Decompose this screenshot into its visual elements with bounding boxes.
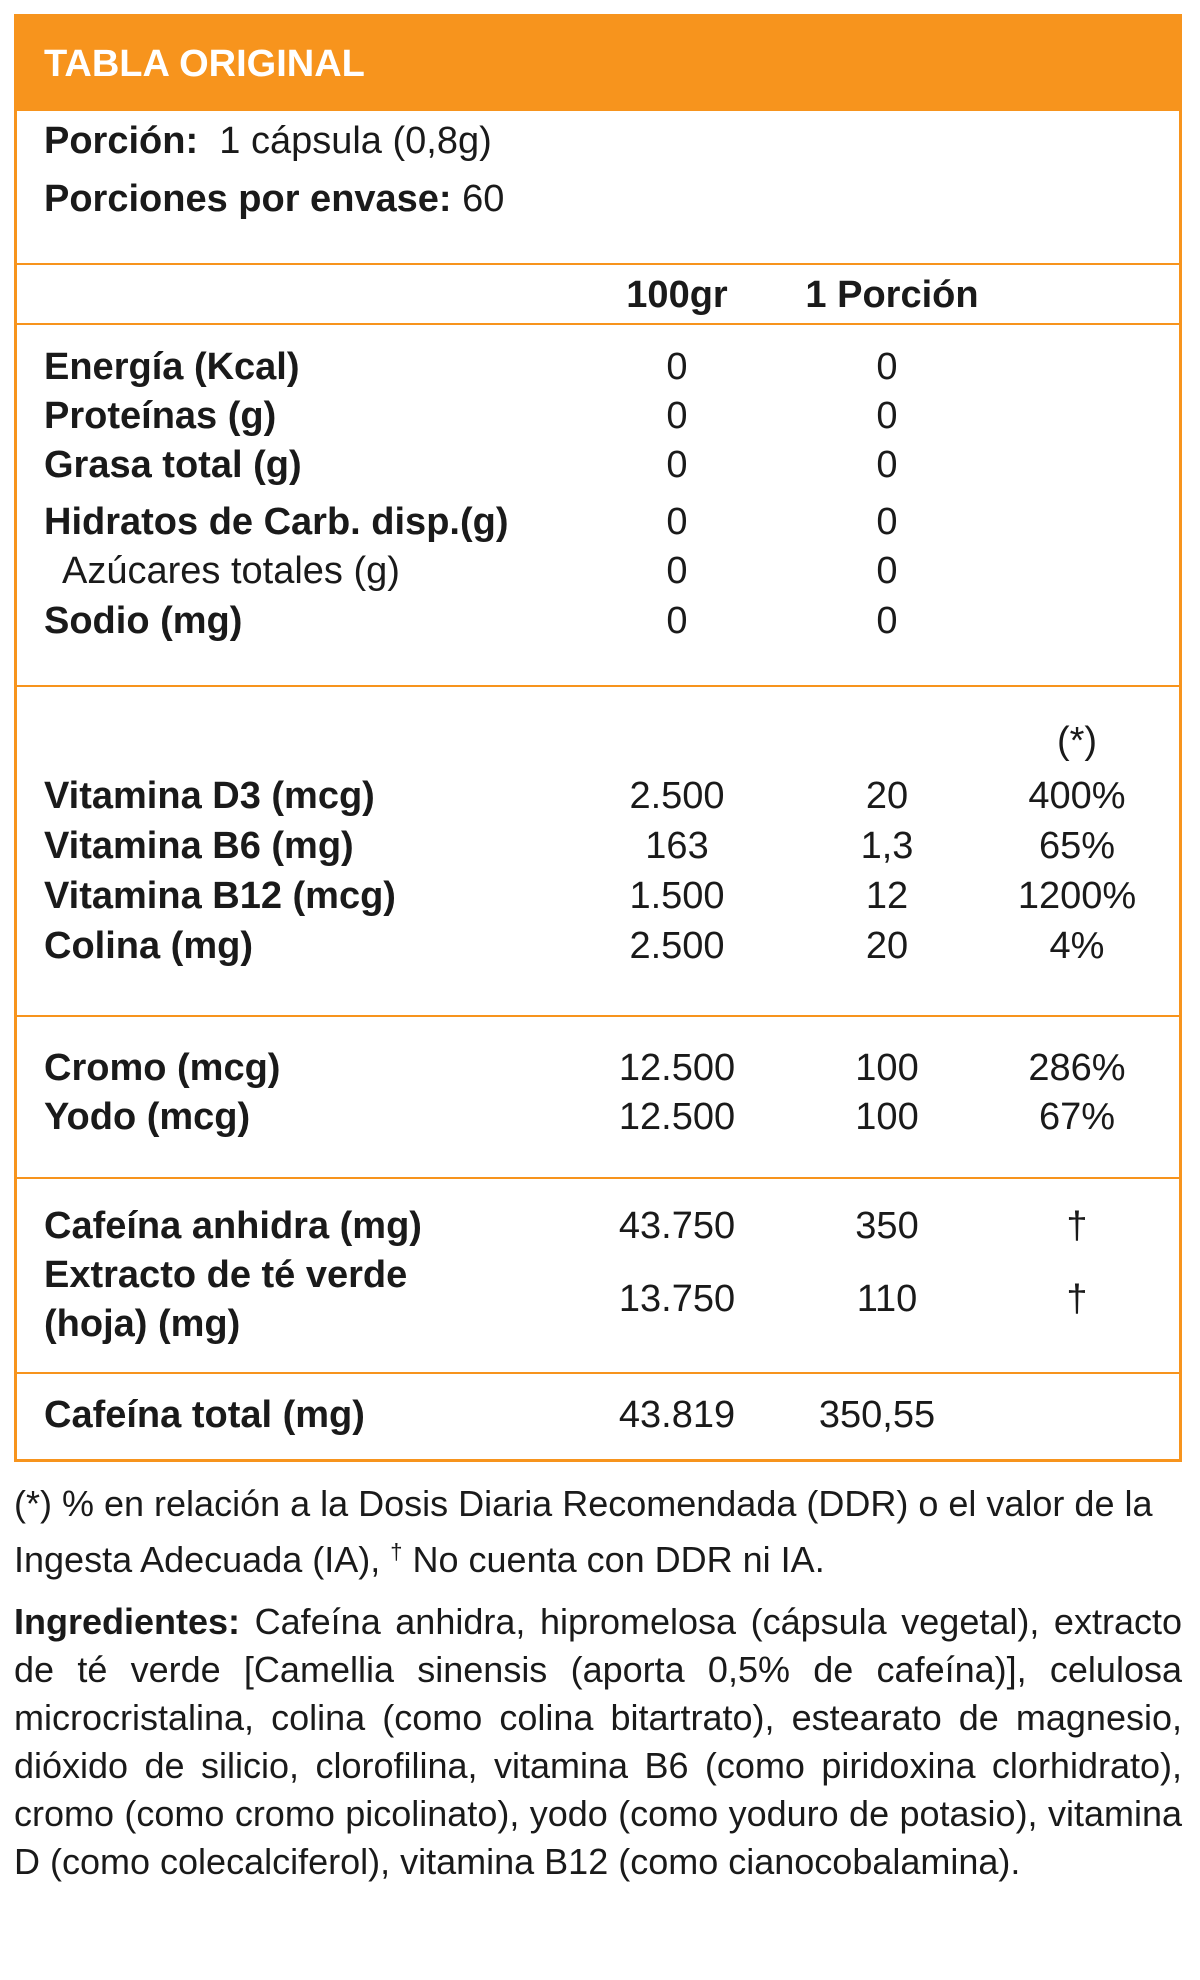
- mineral-per100: 12.500: [618, 1047, 736, 1089]
- nutrient-per100: 0: [666, 501, 688, 543]
- vitamin-per100: 163: [645, 825, 709, 867]
- servings-label: Porciones por envase:: [44, 178, 452, 220]
- vitamin-ddr: 400%: [1028, 775, 1126, 817]
- ingredients-text: Cafeína anhidra, hipromelosa (cápsula ve…: [14, 1601, 1182, 1882]
- nutrient-name: Sodio (mg): [44, 600, 243, 642]
- active-name-line1: Extracto de té verde: [44, 1254, 408, 1296]
- mineral-name: Cromo (mcg): [44, 1047, 281, 1089]
- ddr-header: (*): [1056, 720, 1098, 762]
- total-name: Cafeína total (mg): [44, 1394, 365, 1436]
- vitamin-portion: 20: [865, 775, 909, 817]
- nutrition-table: TABLA ORIGINAL Porción: 1 cápsula (0,8g)…: [14, 14, 1182, 1462]
- vitamin-per100: 2.500: [629, 925, 725, 967]
- vitamin-name: Vitamina D3 (mcg): [44, 775, 375, 817]
- mineral-ddr: 286%: [1028, 1047, 1126, 1089]
- vitamin-ddr: 1200%: [1017, 875, 1137, 917]
- vitamin-portion: 12: [865, 875, 909, 917]
- nutrient-per100: 0: [666, 346, 688, 388]
- active-per100: 13.750: [618, 1278, 736, 1320]
- active-ddr: †: [1066, 1205, 1088, 1247]
- column-header-100gr: 100gr: [626, 274, 728, 316]
- active-name-line2: (hoja) (mg): [44, 1303, 241, 1345]
- nutrient-portion: 0: [876, 600, 898, 642]
- servings-value: 60: [462, 178, 505, 220]
- footnote-line2: Ingesta Adecuada (IA), † No cuenta con D…: [14, 1528, 1182, 1584]
- vitamin-name: Colina (mg): [44, 925, 253, 967]
- column-header-portion: 1 Porción: [805, 274, 979, 316]
- footnote: (*) % en relación a la Dosis Diaria Reco…: [14, 1480, 1182, 1584]
- nutrient-portion: 0: [876, 550, 898, 592]
- nutrient-per100: 0: [666, 600, 688, 642]
- mineral-portion: 100: [855, 1096, 919, 1138]
- nutrient-per100: 0: [666, 550, 688, 592]
- nutrient-portion: 0: [876, 346, 898, 388]
- footnote-line1: (*) % en relación a la Dosis Diaria Reco…: [14, 1483, 1153, 1524]
- ingredients-label: Ingredientes:: [14, 1601, 241, 1642]
- nutrient-per100: 0: [666, 444, 688, 486]
- servings-row: Porciones por envase: 60: [44, 175, 504, 223]
- footnote-text: No cuenta con DDR ni IA.: [402, 1539, 825, 1580]
- portion-value: 1 cápsula (0,8g): [219, 120, 492, 162]
- vitamin-per100: 1.500: [629, 875, 725, 917]
- divider: [17, 1372, 1179, 1374]
- total-per100: 43.819: [618, 1394, 736, 1436]
- ingredients: Ingredientes: Cafeína anhidra, hipromelo…: [14, 1598, 1182, 1886]
- active-ddr: †: [1066, 1278, 1088, 1320]
- table-title: TABLA ORIGINAL: [17, 17, 1179, 111]
- mineral-ddr: 67%: [1038, 1096, 1116, 1138]
- nutrient-name: Energía (Kcal): [44, 346, 300, 388]
- nutrient-portion: 0: [876, 395, 898, 437]
- mineral-portion: 100: [855, 1047, 919, 1089]
- vitamin-name: Vitamina B6 (mg): [44, 825, 354, 867]
- divider: [17, 263, 1179, 265]
- active-portion: 350: [855, 1205, 919, 1247]
- active-name: Cafeína anhidra (mg): [44, 1205, 422, 1247]
- active-per100: 43.750: [618, 1205, 736, 1247]
- vitamin-portion: 1,3: [860, 825, 914, 867]
- vitamin-per100: 2.500: [629, 775, 725, 817]
- nutrient-per100: 0: [666, 395, 688, 437]
- portion-row: Porción: 1 cápsula (0,8g): [44, 117, 492, 165]
- portion-label: Porción:: [44, 120, 199, 162]
- vitamin-name: Vitamina B12 (mcg): [44, 875, 396, 917]
- nutrient-portion: 0: [876, 501, 898, 543]
- nutrient-name: Grasa total (g): [44, 444, 302, 486]
- mineral-per100: 12.500: [618, 1096, 736, 1138]
- total-portion: 350,55: [818, 1394, 936, 1436]
- divider: [17, 1015, 1179, 1017]
- nutrient-portion: 0: [876, 444, 898, 486]
- active-portion: 110: [856, 1278, 918, 1320]
- dagger-symbol: †: [390, 1539, 403, 1564]
- nutrient-name: Proteínas (g): [44, 395, 277, 437]
- footnote-text: Ingesta Adecuada (IA),: [14, 1539, 391, 1580]
- divider: [17, 685, 1179, 687]
- nutrient-subname: Azúcares totales (g): [62, 550, 400, 592]
- divider: [17, 1177, 1179, 1179]
- divider: [17, 323, 1179, 325]
- nutrient-name: Hidratos de Carb. disp.(g): [44, 501, 509, 543]
- vitamin-ddr: 65%: [1038, 825, 1116, 867]
- mineral-name: Yodo (mcg): [44, 1096, 251, 1138]
- vitamin-ddr: 4%: [1049, 925, 1105, 967]
- vitamin-portion: 20: [865, 925, 909, 967]
